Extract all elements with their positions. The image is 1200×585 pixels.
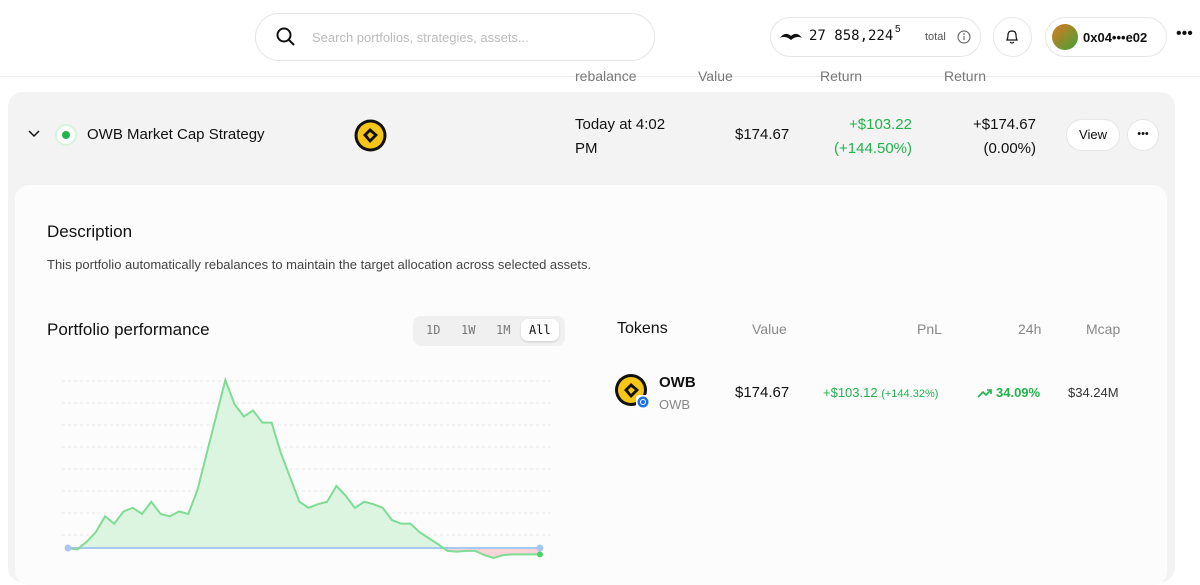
chevron[interactable] bbox=[28, 129, 40, 139]
token-pnl: +$103.12 (+144.32%) bbox=[823, 385, 938, 400]
range-option[interactable]: 1M bbox=[496, 323, 511, 337]
tokens-header: Value bbox=[752, 321, 787, 337]
view-button[interactable]: View bbox=[1066, 119, 1120, 151]
description-title: Description bbox=[47, 222, 133, 241]
strategy-rebalance: Today at 4:02 PM bbox=[575, 116, 666, 157]
token-symbol: OWB bbox=[659, 374, 696, 391]
search-box[interactable]: Search portfolios, strategies, assets... bbox=[255, 13, 655, 61]
column-header: rebalance bbox=[575, 68, 637, 84]
info-icon bbox=[957, 30, 971, 44]
area-up bbox=[68, 380, 540, 548]
status-dot bbox=[55, 124, 77, 146]
tokens-header: Tokens bbox=[617, 320, 668, 337]
range-option[interactable]: 1W bbox=[461, 323, 476, 337]
end-point bbox=[537, 551, 543, 558]
column-header: Return bbox=[944, 68, 987, 84]
token-value: $174.67 bbox=[735, 384, 790, 401]
top-bar bbox=[0, 0, 1200, 77]
strategy-return: +$103.22 (+144.50%) bbox=[800, 113, 912, 161]
strategy-value: $174.67 bbox=[735, 126, 790, 143]
return: +$103.22 bbox=[849, 116, 912, 133]
balance: 27 858,224 bbox=[809, 28, 894, 44]
token-mcap: $34.24M bbox=[1068, 385, 1119, 400]
tokens-header: Mcap bbox=[1086, 321, 1121, 337]
balance-label: total bbox=[925, 31, 946, 43]
account: 0x04•••e02 bbox=[1083, 30, 1148, 45]
avatar bbox=[1052, 24, 1078, 50]
column-header: Value bbox=[698, 68, 733, 84]
token-24h: 34.09% bbox=[996, 385, 1041, 400]
performance-chart bbox=[62, 376, 550, 560]
more-icon[interactable]: ••• bbox=[1176, 25, 1193, 42]
start-dot bbox=[64, 544, 72, 552]
token-logo bbox=[615, 374, 650, 409]
return-pct: (+144.50%) bbox=[834, 140, 912, 157]
range-option[interactable]: All bbox=[521, 319, 559, 341]
strategy-name: OWB Market Cap Strategy bbox=[87, 126, 265, 143]
description-text: This portfolio automatically rebalances … bbox=[47, 257, 592, 272]
return2-pct: (0.00%) bbox=[983, 140, 1036, 157]
pnl: +$103.12 bbox=[823, 385, 878, 400]
strategy-logo bbox=[354, 119, 387, 152]
strategy-return2: +$174.67 (0.00%) bbox=[930, 113, 1036, 161]
trend-icon bbox=[977, 389, 992, 398]
end-dot bbox=[536, 544, 544, 552]
bell-icon bbox=[1006, 30, 1018, 44]
search-placeholder: Search portfolios, strategies, assets... bbox=[312, 30, 529, 45]
pnl-pct: (+144.32%) bbox=[881, 388, 939, 400]
wallet-icon bbox=[780, 33, 802, 40]
token-name: OWB bbox=[659, 397, 691, 412]
performance-title: Portfolio performance bbox=[47, 320, 210, 339]
range-option[interactable]: 1D bbox=[426, 323, 441, 337]
line bbox=[67, 376, 540, 560]
tokens-header: 24h bbox=[1018, 321, 1042, 337]
column-header: Return bbox=[820, 68, 863, 84]
return2: +$174.67 bbox=[973, 116, 1036, 133]
tokens-header: PnL bbox=[917, 321, 942, 337]
search-icon bbox=[276, 27, 295, 46]
balance-pill[interactable]: 27 858,224 5 total bbox=[770, 17, 981, 57]
more-button[interactable]: ••• bbox=[1127, 119, 1159, 151]
account-pill[interactable]: 0x04•••e02 bbox=[1045, 17, 1167, 57]
bell-button[interactable] bbox=[993, 17, 1032, 57]
balance-sup: 5 bbox=[895, 24, 901, 35]
